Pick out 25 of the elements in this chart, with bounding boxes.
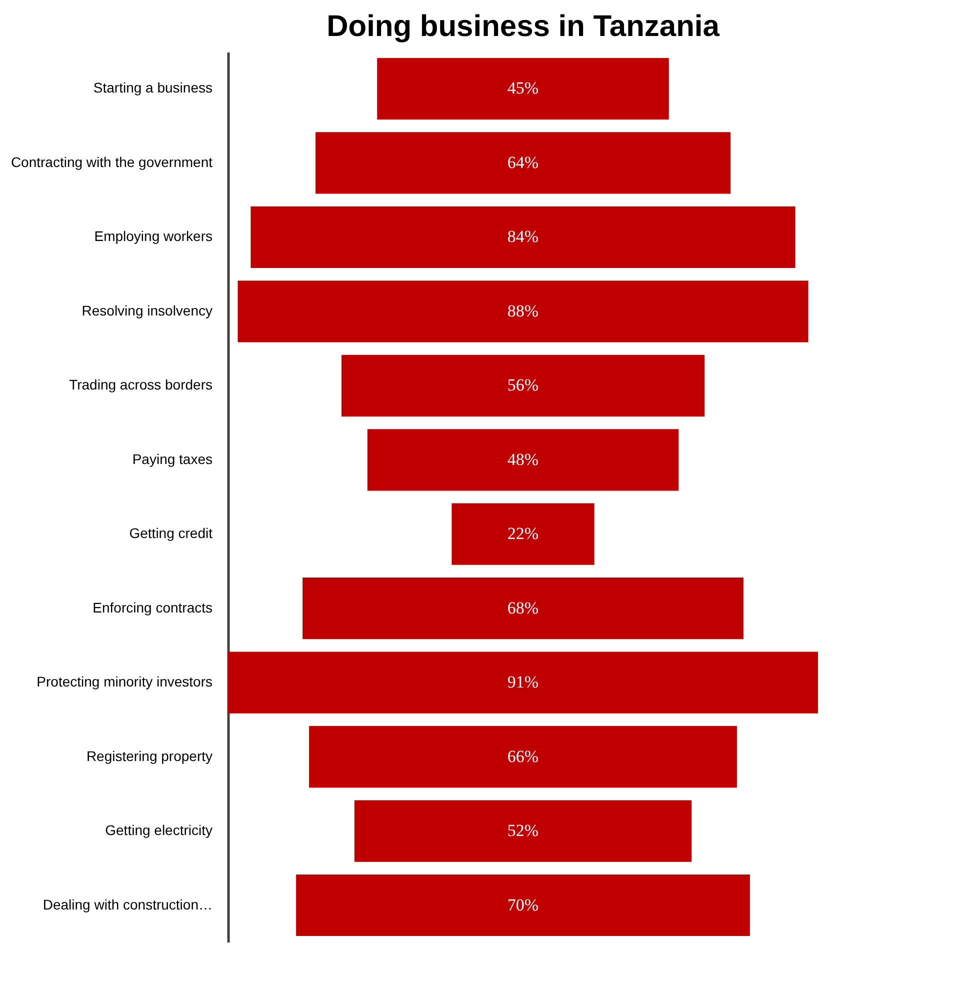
data-label: 66% <box>507 746 539 766</box>
category-label: Enforcing contracts <box>92 599 212 616</box>
category-label: Getting electricity <box>105 822 212 838</box>
data-label: 91% <box>507 672 539 692</box>
category-label: Starting a business <box>93 80 212 96</box>
category-label: Employing workers <box>94 228 212 244</box>
data-label: 45% <box>507 78 539 98</box>
category-label: Contracting with the government <box>10 154 213 170</box>
category-label: Trading across borders <box>69 376 212 393</box>
data-label: 68% <box>507 598 539 618</box>
text: Doing business in Tanzania <box>326 10 720 43</box>
data-label: 64% <box>507 152 539 172</box>
category-label: Dealing with construction… <box>42 896 212 912</box>
data-label: 70% <box>507 895 539 914</box>
data-label: 52% <box>507 821 539 840</box>
category-label: Getting credit <box>129 525 213 542</box>
category-label: Paying taxes <box>132 450 212 467</box>
data-label: 22% <box>507 524 539 544</box>
data-label: 48% <box>507 450 539 469</box>
category-label: Resolving insolvency <box>82 302 212 318</box>
data-label: 88% <box>507 301 539 320</box>
data-label: 84% <box>507 227 539 246</box>
data-label: 56% <box>507 376 539 395</box>
category-label: Registering property <box>86 748 212 764</box>
category-label: Protecting minority investors <box>36 674 212 690</box>
